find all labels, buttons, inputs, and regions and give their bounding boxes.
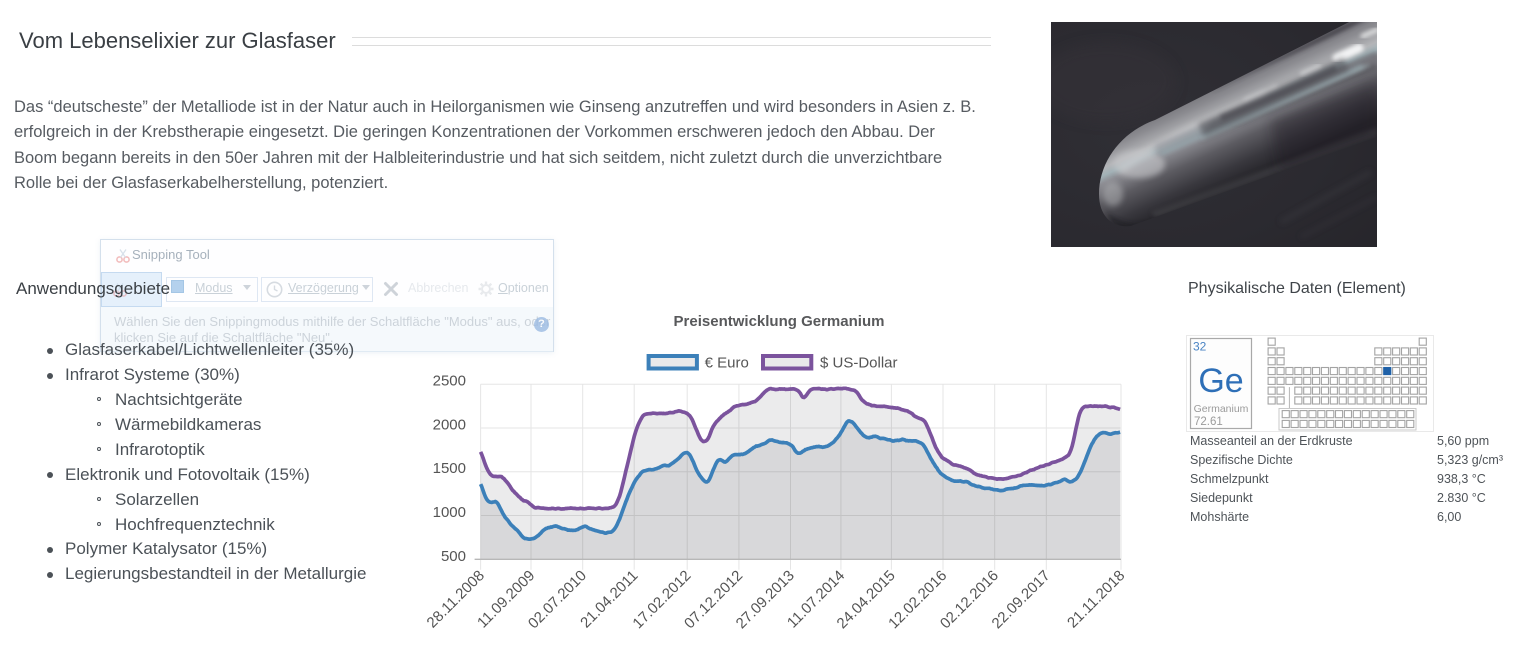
svg-text:€ Euro: € Euro	[705, 355, 749, 372]
svg-text:72.61: 72.61	[1194, 416, 1223, 428]
svg-text:Ge: Ge	[1198, 362, 1243, 400]
svg-text:Preisentwicklung Germanium: Preisentwicklung Germanium	[674, 313, 885, 330]
svg-text:1000: 1000	[433, 504, 466, 521]
svg-text:2000: 2000	[433, 417, 466, 434]
svg-text:$ US-Dollar: $ US-Dollar	[820, 355, 898, 372]
svg-text:32: 32	[1193, 340, 1207, 354]
svg-text:2500: 2500	[433, 373, 466, 390]
svg-text:500: 500	[441, 548, 466, 565]
svg-text:1500: 1500	[433, 460, 466, 477]
svg-text:Germanium: Germanium	[1194, 403, 1249, 415]
svg-text:21.11.2018: 21.11.2018	[1064, 567, 1128, 631]
